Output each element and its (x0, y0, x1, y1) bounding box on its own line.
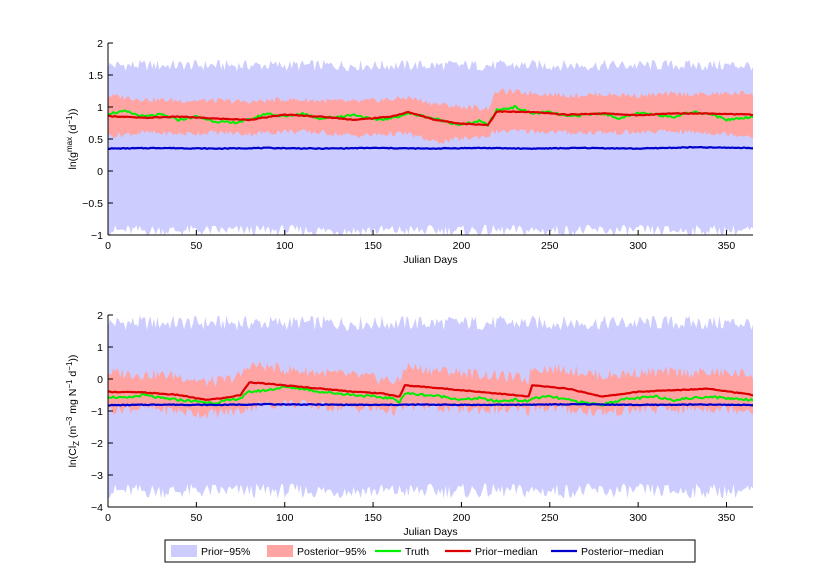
x-tick-label: 50 (191, 512, 203, 524)
y-axis-label: ln(gmax (d−1)) (65, 108, 79, 169)
legend-item: Truth (375, 546, 429, 558)
y-tick-label: −1 (91, 230, 103, 242)
y-tick-label: 2 (97, 310, 103, 322)
prior-95-band (108, 315, 753, 499)
x-tick-label: 100 (276, 512, 294, 524)
posterior-median-line (108, 402, 753, 407)
x-tick-label: 250 (541, 512, 559, 524)
y-tick-label: 0 (97, 374, 103, 386)
prior-median-line (108, 110, 753, 127)
x-tick-label: 350 (718, 240, 736, 252)
plot-area (108, 315, 753, 499)
x-tick-label: 200 (453, 240, 471, 252)
y-tick-label: −2 (91, 438, 103, 450)
x-tick-label: 50 (191, 240, 203, 252)
plot-area (108, 59, 753, 235)
legend-swatch (267, 545, 293, 557)
truth-line (108, 385, 753, 407)
legend: Prior−95% Posterior−95% Truth Prior−median P… (164, 539, 696, 563)
x-axis-label: Julian Days (403, 254, 457, 266)
legend-item: Prior−95% (171, 545, 250, 558)
x-axis-label: Julian Days (403, 526, 457, 538)
legend-swatch (171, 545, 197, 557)
y-tick-label: 0.5 (88, 134, 103, 146)
y-tick-label: −1 (91, 406, 103, 418)
legend-label: Posterior−95% (297, 546, 366, 558)
legend-label: Posterior−median (581, 546, 664, 558)
y-tick-label: −4 (91, 502, 103, 514)
y-axis-label: ln(ClZ (m−3 mg N−1 d−1)) (65, 355, 81, 468)
x-tick-label: 200 (453, 512, 471, 524)
x-tick-label: 150 (364, 240, 382, 252)
legend-item: Posterior−median (551, 546, 664, 558)
x-tick-label: 150 (364, 512, 382, 524)
posterior-median-line (108, 145, 753, 151)
x-tick-label: 0 (105, 512, 111, 524)
y-tick-label: 0 (97, 166, 103, 178)
prior-median-line (108, 381, 753, 401)
top-plot: 0 50 100 150 200 250 300 350 −1 −0.5 0 0.5 1 1.5 2 Juli… (65, 38, 753, 266)
y-tick-label: 1.5 (88, 70, 103, 82)
posterior-95-band (108, 88, 753, 144)
y-tick-label: 1 (97, 102, 103, 114)
legend-label: Prior−median (475, 546, 538, 558)
x-tick-label: 300 (629, 512, 647, 524)
x-tick-label: 250 (541, 240, 559, 252)
bottom-plot: 0 50 100 150 200 250 300 350 −4 −3 −2 −1 0 1 2 Julian D… (65, 310, 753, 538)
legend-item: Posterior−95% (267, 545, 366, 558)
y-tick-label: 2 (97, 38, 103, 50)
y-tick-label: 1 (97, 342, 103, 354)
legend-label: Prior−95% (201, 546, 250, 558)
x-tick-label: 350 (718, 512, 736, 524)
legend-item: Prior−median (445, 546, 538, 558)
legend-box (164, 539, 696, 563)
x-tick-label: 0 (105, 240, 111, 252)
legend-label: Truth (405, 546, 429, 558)
x-tick-label: 100 (276, 240, 294, 252)
x-tick-label: 300 (629, 240, 647, 252)
y-tick-label: −0.5 (82, 198, 103, 210)
y-tick-label: −3 (91, 470, 103, 482)
